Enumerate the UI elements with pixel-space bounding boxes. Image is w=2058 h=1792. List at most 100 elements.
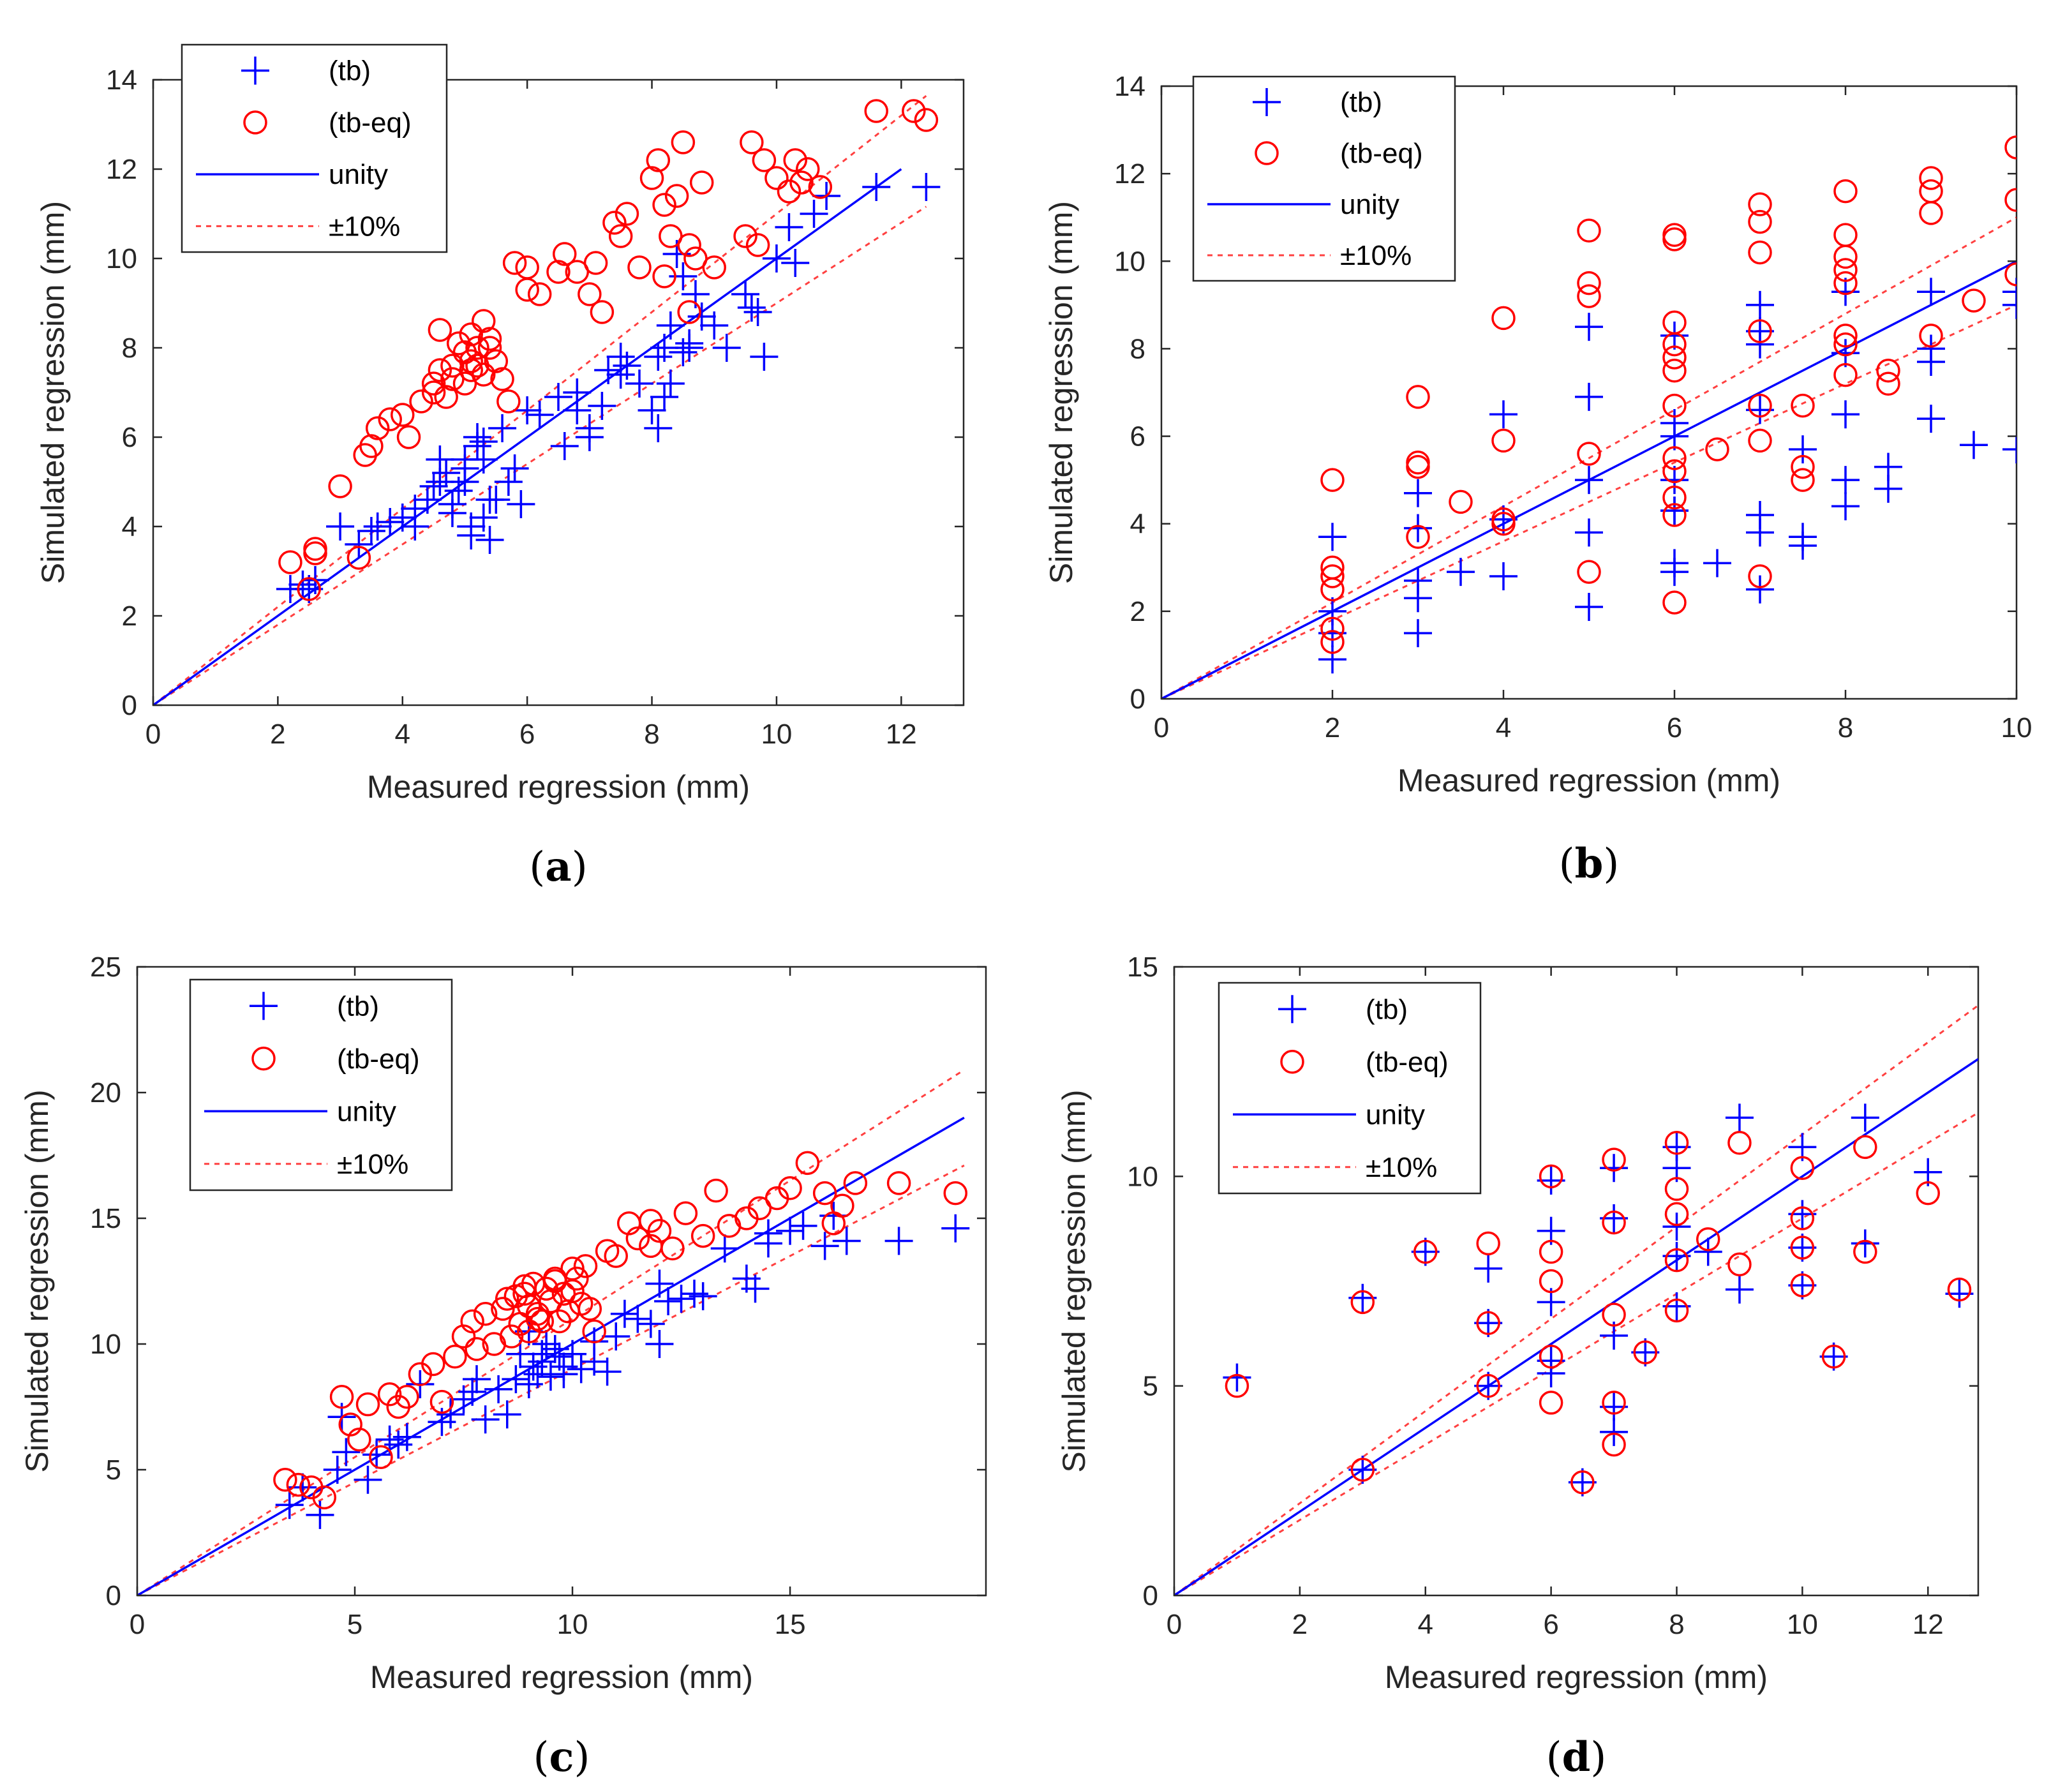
tb-point xyxy=(1960,431,1988,459)
tb-eq-point xyxy=(795,1151,820,1176)
tb-eq-point xyxy=(1748,319,1772,343)
tb-eq-point xyxy=(1476,1373,1500,1398)
tb-point xyxy=(275,1491,304,1519)
tb-point xyxy=(941,1214,970,1243)
tb-eq-point xyxy=(1919,166,1943,190)
tb-point xyxy=(475,486,504,514)
tb-eq-point xyxy=(1919,179,1943,204)
tb-point xyxy=(463,1365,491,1394)
tb-point xyxy=(458,1377,487,1406)
tb-eq-point xyxy=(1577,284,1601,308)
tb-eq-point xyxy=(1662,590,1687,615)
x-tick-label: 8 xyxy=(644,719,659,750)
tb-point xyxy=(862,173,891,201)
tb-point xyxy=(1788,1233,1817,1262)
tb-point xyxy=(463,423,491,451)
y-tick-label: 5 xyxy=(1143,1371,1158,1402)
tb-eq-point xyxy=(583,251,608,275)
y-axis-label: Simulated regression (mm) xyxy=(35,201,71,584)
tb-point xyxy=(326,512,355,541)
x-tick-label: 8 xyxy=(1669,1609,1684,1640)
tb-point xyxy=(638,396,666,424)
tb-eq-point xyxy=(1577,218,1601,243)
tb-point xyxy=(1819,1342,1848,1371)
tb-eq-point xyxy=(1947,1277,1972,1302)
tb-eq-point xyxy=(312,1485,337,1510)
tb-eq-point xyxy=(459,322,483,347)
tb-eq-point xyxy=(303,541,327,565)
tb-eq-point xyxy=(347,546,371,570)
legend: (tb) (tb-eq) unity ±10% xyxy=(189,978,453,1191)
panel-a: 0 2 4 6 8 10 12 0 2 4 6 8 10 12 14 Measured regression … xyxy=(35,43,965,891)
x-tick-label: 2 xyxy=(1292,1609,1308,1640)
tb-point xyxy=(1917,278,1945,306)
panel-d: 0 2 4 6 8 10 12 0 5 10 15 Measured regression (mm) S… xyxy=(1056,952,1980,1781)
tb-point xyxy=(775,213,803,241)
tb-point xyxy=(432,459,461,487)
x-tick-label: 10 xyxy=(2001,712,2032,743)
y-tick-label: 10 xyxy=(1114,246,1145,277)
legend-tb-eq-icon xyxy=(251,1047,276,1071)
tb-eq-point xyxy=(460,1309,484,1334)
tb-eq-point xyxy=(821,1211,846,1236)
band-upper-line xyxy=(1174,1004,1978,1595)
tb-eq-point xyxy=(690,1223,715,1248)
tb-eq-point xyxy=(2004,188,2017,213)
tb-eq-point xyxy=(1696,1227,1720,1251)
tb-point xyxy=(1318,597,1346,625)
tb-eq-point xyxy=(652,193,676,217)
tb-point xyxy=(323,1456,352,1484)
tb-point xyxy=(1660,321,1689,350)
tb-point xyxy=(1411,1237,1440,1266)
tb-point xyxy=(606,361,635,389)
tb-eq-point xyxy=(359,434,384,458)
tb-eq-point xyxy=(1916,1181,1940,1206)
tb-point xyxy=(1831,278,1860,306)
tb-eq-point xyxy=(1790,1236,1815,1260)
plot-area xyxy=(1174,1004,1978,1595)
tb-eq-point xyxy=(286,1472,311,1497)
tb-point xyxy=(1746,330,1774,359)
tb-eq-point xyxy=(886,1171,911,1195)
tb-eq-point xyxy=(1320,555,1345,580)
plot-area xyxy=(137,1069,970,1595)
tb-eq-point xyxy=(843,1171,868,1195)
tb-point xyxy=(669,262,697,290)
y-tick-label: 4 xyxy=(1130,509,1145,540)
tb-eq-point xyxy=(864,99,888,123)
tb-point xyxy=(549,1360,578,1389)
tb-eq-point xyxy=(440,354,465,378)
tb-eq-point xyxy=(689,170,714,195)
tb-eq-point xyxy=(1406,525,1430,549)
y-tick-label: 2 xyxy=(1130,596,1145,627)
x-axis-label: Measured regression (mm) xyxy=(370,1659,753,1695)
tb-point xyxy=(1746,575,1774,604)
tb-eq-point xyxy=(639,166,664,190)
tb-point xyxy=(332,1438,361,1467)
tb-eq-point xyxy=(1790,1156,1815,1180)
tb-point xyxy=(1746,501,1774,529)
tb-eq-point xyxy=(1539,1239,1563,1264)
tb-eq-point xyxy=(1748,564,1772,588)
tb-point xyxy=(776,1216,805,1245)
tb-point xyxy=(1831,400,1860,429)
tb-point xyxy=(345,530,373,558)
tb-eq-point xyxy=(573,1254,598,1278)
legend: (tb) (tb-eq) unity ±10% xyxy=(1218,982,1482,1195)
y-tick-label: 12 xyxy=(106,154,137,185)
tb-point xyxy=(1660,409,1689,437)
tb-point xyxy=(580,1347,609,1376)
x-tick-label: 4 xyxy=(1496,712,1511,743)
tb-eq-point xyxy=(421,371,446,396)
tb-point xyxy=(544,383,572,411)
tb-eq-point xyxy=(1577,271,1601,295)
tb-eq-point xyxy=(652,264,676,288)
tb-eq-point xyxy=(1320,616,1345,641)
tb-point xyxy=(558,1340,587,1368)
tb-point xyxy=(1789,523,1817,551)
tb-eq-point xyxy=(1602,1303,1626,1327)
tb-eq-point xyxy=(1727,1131,1752,1155)
tb-eq-point xyxy=(546,260,570,284)
tb-eq-point xyxy=(490,367,514,391)
tb-eq-point xyxy=(369,1445,393,1470)
